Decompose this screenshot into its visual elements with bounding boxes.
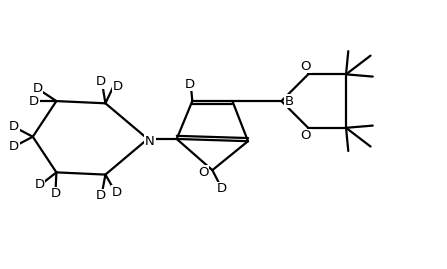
- Text: D: D: [217, 182, 227, 195]
- Text: D: D: [33, 82, 43, 95]
- Text: D: D: [96, 75, 106, 89]
- Text: O: O: [301, 129, 311, 142]
- Text: D: D: [113, 80, 123, 93]
- Text: D: D: [29, 95, 39, 108]
- Text: D: D: [51, 187, 60, 200]
- Text: D: D: [96, 189, 106, 203]
- Text: D: D: [111, 186, 122, 199]
- Text: B: B: [284, 95, 294, 108]
- Text: O: O: [301, 60, 311, 73]
- Text: D: D: [9, 121, 19, 133]
- Text: D: D: [185, 78, 195, 91]
- Text: D: D: [34, 178, 45, 191]
- Text: N: N: [145, 135, 155, 148]
- Text: D: D: [9, 140, 19, 153]
- Text: O: O: [198, 166, 209, 179]
